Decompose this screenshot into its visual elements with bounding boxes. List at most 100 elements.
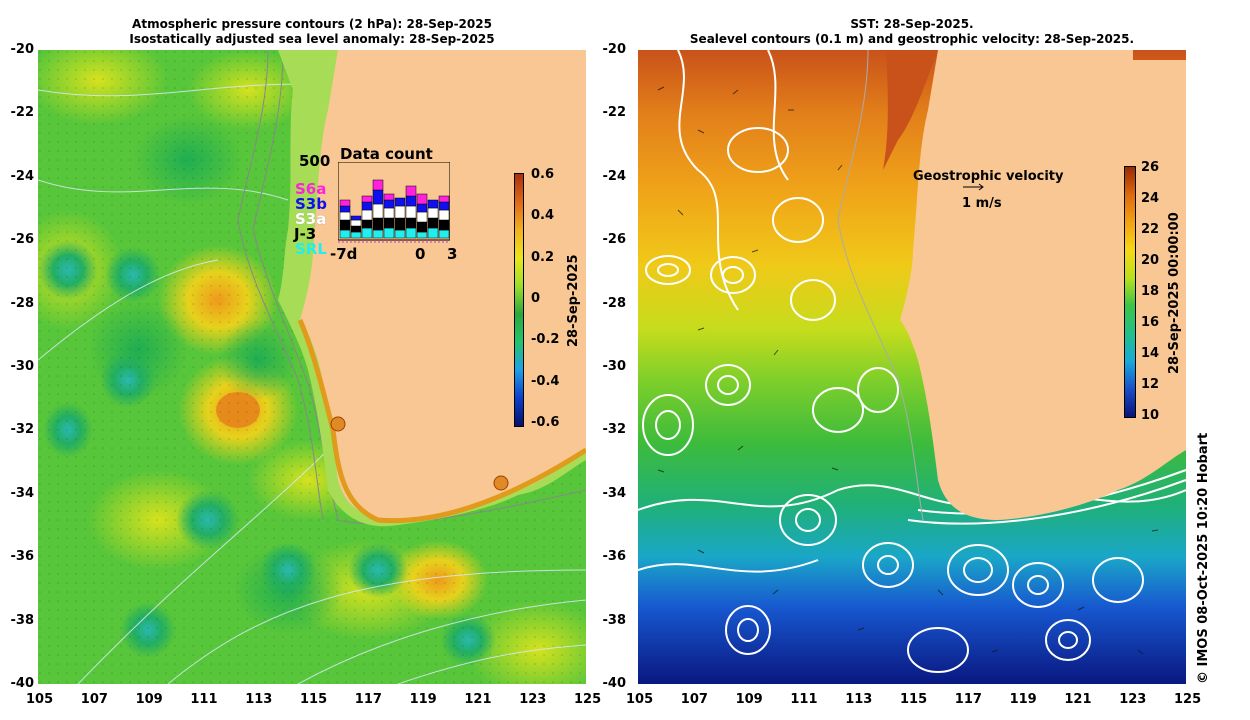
data-count-bar-segment xyxy=(405,185,417,197)
x-tick-label: 125 xyxy=(574,692,602,707)
y-tick-label: -32 xyxy=(10,422,35,438)
data-count-bar-segment xyxy=(405,227,417,239)
velocity-arrows xyxy=(657,86,1159,655)
x-tick-label: 115 xyxy=(300,692,328,707)
sst-colorbar xyxy=(1124,166,1136,418)
data-count-bar-segment xyxy=(416,211,428,223)
y-tick-label: -26 xyxy=(602,232,627,248)
colorbar-tick-label: 16 xyxy=(1141,315,1160,330)
y-tick-label: -30 xyxy=(602,359,627,374)
data-count-x-label: 3 xyxy=(447,245,458,263)
data-count-title: Data count xyxy=(340,145,433,163)
data-count-bar-segment xyxy=(350,231,362,239)
imos-credit: © IMOS 08-Oct-2025 10:20 Hobart xyxy=(1196,432,1211,684)
y-tick-label: -22 xyxy=(10,105,35,121)
data-count-bar-segment xyxy=(405,217,417,229)
x-tick-label: 117 xyxy=(354,692,382,707)
mission-label-j-3: J-3 xyxy=(294,225,317,243)
data-count-bar-segment xyxy=(427,207,439,219)
y-tick-label: -30 xyxy=(10,359,35,374)
x-tick-label: 121 xyxy=(464,692,492,707)
colorbar-tick-label: 0.4 xyxy=(531,208,555,224)
x-tick-label: 111 xyxy=(190,692,218,707)
x-tick-label: 105 xyxy=(626,692,654,707)
x-tick-label: 119 xyxy=(409,692,437,707)
data-count-bar-segment xyxy=(350,219,362,227)
data-count-bar-segment xyxy=(339,199,351,207)
x-tick-label: 119 xyxy=(1009,692,1037,707)
data-count-x-label: -7d xyxy=(330,245,358,263)
data-count-bar-segment xyxy=(339,219,351,231)
y-tick-label: -40 xyxy=(10,676,35,691)
colorbar-tick-label: -0.2 xyxy=(531,332,560,348)
data-count-bar-segment xyxy=(361,195,373,203)
y-tick-label: -28 xyxy=(602,295,627,311)
x-tick-label: 121 xyxy=(1064,692,1092,707)
left-title-line1: Atmospheric pressure contours (2 hPa): 2… xyxy=(132,17,492,31)
x-tick-label: 125 xyxy=(1174,692,1202,707)
data-count-bar-segment xyxy=(383,207,395,219)
data-count-bar-segment xyxy=(372,229,384,239)
data-count-bar-segment xyxy=(416,221,428,233)
mission-label-s3a: S3a xyxy=(295,210,327,228)
y-tick-label: -34 xyxy=(10,485,35,501)
mission-label-s6a: S6a xyxy=(295,180,327,198)
data-count-bar-segment xyxy=(438,229,450,239)
data-count-bar-segment xyxy=(383,199,395,209)
x-tick-label: 123 xyxy=(519,692,547,707)
data-count-bar-segment xyxy=(416,231,428,239)
velocity-scale-arrow xyxy=(963,183,984,191)
x-tick-label: 105 xyxy=(26,692,54,707)
data-count-bar-segment xyxy=(361,201,373,211)
mission-label-srl: SRL xyxy=(295,240,327,258)
x-tick-label: 115 xyxy=(900,692,928,707)
y-tick-label: -38 xyxy=(602,612,627,628)
data-count-bar-segment xyxy=(427,227,439,239)
velocity-scale-label: 1 m/s xyxy=(962,196,1002,211)
colorbar-tick-label: 0 xyxy=(531,291,541,306)
data-count-bar-segment xyxy=(427,199,439,209)
data-count-bar-segment xyxy=(361,227,373,239)
x-tick-label: 123 xyxy=(1119,692,1147,707)
data-count-bar-segment xyxy=(405,205,417,219)
y-tick-label: -20 xyxy=(10,42,35,57)
x-tick-label: 107 xyxy=(80,692,108,707)
data-count-bar-segment xyxy=(372,189,384,205)
data-count-max-label: 500 xyxy=(299,152,331,170)
colorbar-tick-label: 0.2 xyxy=(531,249,555,265)
colorbar-tick-label: 22 xyxy=(1141,222,1160,237)
data-count-bar-segment xyxy=(416,193,428,205)
colorbar-tick-label: 14 xyxy=(1141,346,1160,361)
right-title-line1: SST: 28-Sep-2025. xyxy=(850,17,974,31)
geostrophic-velocity-label: Geostrophic velocity xyxy=(913,169,1064,184)
data-count-bar-segment xyxy=(394,217,406,231)
data-count-bar-segment xyxy=(427,217,439,229)
y-tick-label: -28 xyxy=(10,295,35,311)
isobath-lines xyxy=(837,50,924,521)
data-count-chart xyxy=(338,162,450,243)
colorbar-tick-label: 20 xyxy=(1141,253,1160,268)
x-tick-label: 117 xyxy=(954,692,982,707)
data-count-bar-segment xyxy=(383,193,395,201)
colorbar-tick-label: 26 xyxy=(1141,160,1160,175)
data-count-bar-segment xyxy=(339,229,351,239)
colorbar-tick-label: 12 xyxy=(1141,377,1160,392)
y-tick-label: -36 xyxy=(10,549,35,565)
y-tick-label: -36 xyxy=(602,549,627,565)
data-count-bar-segment xyxy=(438,219,450,231)
sst-colorbar-label: 28-Sep-2025 00:00:00 xyxy=(1167,212,1182,374)
y-tick-label: -24 xyxy=(602,168,627,184)
colorbar-tick-label: -0.6 xyxy=(531,415,560,430)
land-australia xyxy=(883,50,1186,520)
sea-level-anomaly-map[interactable] xyxy=(38,50,586,684)
data-count-bar-segment xyxy=(438,209,450,221)
x-tick-label: 111 xyxy=(790,692,818,707)
left-title-line2: Isostatically adjusted sea level anomaly… xyxy=(129,32,495,46)
y-tick-label: -22 xyxy=(602,105,627,121)
data-count-frame xyxy=(338,162,450,241)
sst-map[interactable] xyxy=(638,50,1186,684)
data-count-bar-segment xyxy=(350,225,362,233)
x-tick-label: 109 xyxy=(135,692,163,707)
anomaly-colorbar xyxy=(514,173,524,427)
y-tick-label: -34 xyxy=(602,485,627,501)
